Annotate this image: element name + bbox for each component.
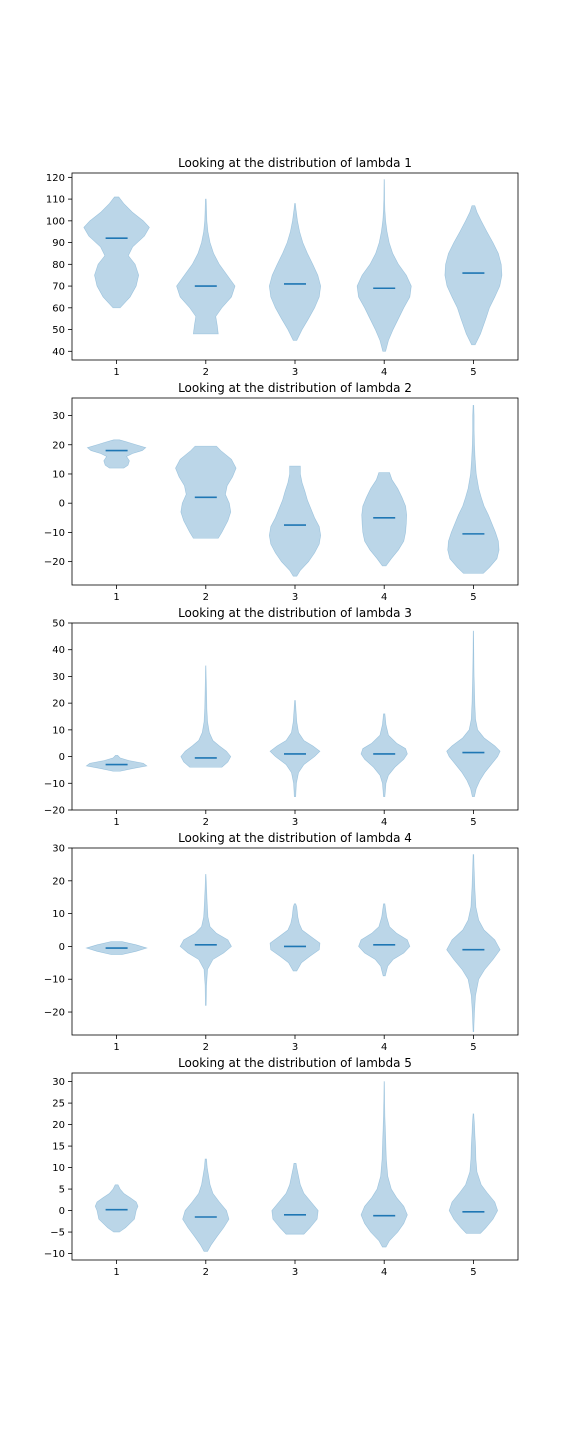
y-tick-label: 80 <box>52 260 65 271</box>
x-tick-label: 3 <box>292 367 298 378</box>
y-tick-label: 30 <box>52 411 65 422</box>
y-tick-label: −10 <box>44 528 65 539</box>
violin-5 <box>447 631 501 797</box>
chart-title: Looking at the distribution of lambda 2 <box>178 381 412 395</box>
y-tick-label: 20 <box>52 440 65 451</box>
y-tick-label: 50 <box>52 619 65 630</box>
y-tick-label: −5 <box>50 1228 65 1239</box>
violin-1 <box>84 197 150 308</box>
violin-3 <box>269 466 320 576</box>
chart-title: Looking at the distribution of lambda 5 <box>178 1056 412 1070</box>
y-tick-label: −20 <box>44 806 65 817</box>
y-tick-label: 15 <box>52 1142 65 1153</box>
y-tick-label: 40 <box>52 347 65 358</box>
x-tick-label: 5 <box>470 1267 476 1278</box>
x-tick-label: 5 <box>470 592 476 603</box>
x-tick-label: 2 <box>203 1267 209 1278</box>
violin-5 <box>448 405 499 573</box>
x-tick-label: 3 <box>292 1042 298 1053</box>
x-tick-label: 5 <box>470 367 476 378</box>
x-tick-label: 1 <box>113 367 119 378</box>
subplot-1: Looking at the distribution of lambda 1 4… <box>46 156 518 378</box>
x-tick-label: 4 <box>381 1267 387 1278</box>
x-tick-label: 3 <box>292 817 298 828</box>
y-tick-label: 0 <box>59 1206 65 1217</box>
x-tick-label: 4 <box>381 1042 387 1053</box>
x-tick-label: 1 <box>113 592 119 603</box>
violin-4 <box>361 1082 407 1248</box>
y-tick-label: 20 <box>52 876 65 887</box>
x-tick-label: 3 <box>292 1267 298 1278</box>
y-tick-label: 0 <box>59 942 65 953</box>
violin-5 <box>449 1114 498 1234</box>
y-tick-label: −10 <box>44 1249 65 1260</box>
x-tick-label: 2 <box>203 817 209 828</box>
y-tick-label: 50 <box>52 325 65 336</box>
subplot-3: Looking at the distribution of lambda 3 −… <box>44 606 518 828</box>
violin-3 <box>270 904 320 971</box>
chart-title: Looking at the distribution of lambda 3 <box>178 606 412 620</box>
x-tick-label: 4 <box>381 592 387 603</box>
y-tick-label: 60 <box>52 303 65 314</box>
x-tick-label: 2 <box>203 1042 209 1053</box>
violin-1 <box>95 1185 138 1232</box>
y-tick-label: 120 <box>46 173 65 184</box>
violin-3 <box>269 203 320 340</box>
violin-3 <box>272 1163 318 1234</box>
x-tick-label: 1 <box>113 1042 119 1053</box>
x-tick-label: 3 <box>292 592 298 603</box>
x-tick-label: 1 <box>113 1267 119 1278</box>
x-tick-label: 4 <box>381 817 387 828</box>
x-tick-label: 4 <box>381 367 387 378</box>
y-tick-label: 0 <box>59 499 65 510</box>
y-tick-label: 30 <box>52 672 65 683</box>
y-tick-label: −10 <box>44 779 65 790</box>
violin-4 <box>359 904 410 976</box>
y-tick-label: 10 <box>52 909 65 920</box>
y-tick-label: 30 <box>52 844 65 855</box>
x-tick-label: 5 <box>470 1042 476 1053</box>
violin-2 <box>181 666 231 768</box>
violin-5 <box>447 855 501 1032</box>
violin-2 <box>177 199 236 334</box>
violin-5 <box>445 206 502 345</box>
x-tick-label: 1 <box>113 817 119 828</box>
y-tick-label: 70 <box>52 282 65 293</box>
y-tick-label: 90 <box>52 238 65 249</box>
subplot-4: Looking at the distribution of lambda 4 −… <box>44 831 518 1053</box>
y-tick-label: 5 <box>59 1185 65 1196</box>
y-tick-label: −20 <box>44 557 65 568</box>
violin-4 <box>361 714 407 797</box>
y-tick-label: 30 <box>52 1077 65 1088</box>
y-tick-label: −10 <box>44 975 65 986</box>
y-tick-label: 10 <box>52 1163 65 1174</box>
y-tick-label: 40 <box>52 645 65 656</box>
violin-2 <box>183 1159 229 1251</box>
y-tick-label: 10 <box>52 469 65 480</box>
violin-2 <box>175 446 236 538</box>
y-tick-label: 100 <box>46 216 65 227</box>
violin-2 <box>180 874 231 1005</box>
y-tick-label: −20 <box>44 1008 65 1019</box>
violin-1 <box>86 755 147 771</box>
y-tick-label: 10 <box>52 725 65 736</box>
violin-1 <box>87 440 146 468</box>
violin-4 <box>357 180 411 352</box>
subplot-5: Looking at the distribution of lambda 5 −… <box>44 1056 518 1278</box>
x-tick-label: 2 <box>203 367 209 378</box>
y-tick-label: 20 <box>52 699 65 710</box>
x-tick-label: 2 <box>203 592 209 603</box>
y-tick-label: 110 <box>46 195 65 206</box>
violin-4 <box>362 473 407 567</box>
y-tick-label: 0 <box>59 752 65 763</box>
chart-title: Looking at the distribution of lambda 4 <box>178 831 412 845</box>
y-tick-label: 25 <box>52 1099 65 1110</box>
y-tick-label: 20 <box>52 1120 65 1131</box>
chart-title: Looking at the distribution of lambda 1 <box>178 156 412 170</box>
subplot-2: Looking at the distribution of lambda 2 −… <box>44 381 518 603</box>
violin-3 <box>270 700 320 796</box>
x-tick-label: 5 <box>470 817 476 828</box>
